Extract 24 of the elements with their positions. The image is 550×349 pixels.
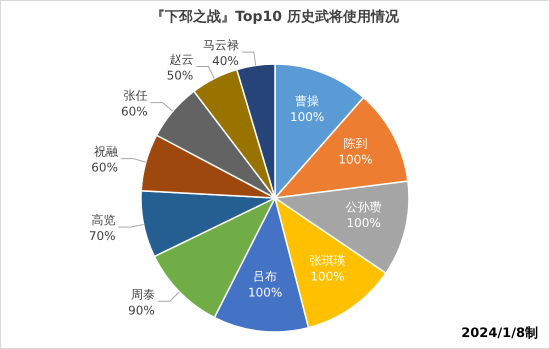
data-label: 100% (248, 286, 282, 300)
data-label: 90% (128, 303, 155, 318)
data-label: 60% (120, 104, 148, 119)
slice-label: 马云禄 (202, 38, 239, 52)
chart-title: 『下邳之战』Top10 历史武将使用情况 (151, 8, 400, 25)
slice-label: 祝融 (94, 144, 118, 159)
slice-label: 陈到 (344, 136, 368, 150)
slice-label: 张任 (124, 88, 148, 103)
slice-label: 周泰 (130, 287, 155, 302)
text: 2024/1/8制 (461, 326, 538, 341)
data-label: 60% (91, 160, 118, 175)
slice-label: 高览 (92, 213, 116, 228)
data-label: 70% (88, 229, 116, 244)
data-label: 40% (212, 54, 239, 68)
slice-label: 公孙瓒 (346, 200, 382, 214)
data-label: 100% (346, 216, 381, 230)
data-label: 100% (290, 110, 324, 124)
slice-label: 曹操 (295, 94, 320, 108)
slice-label: 张琪瑛 (309, 253, 346, 268)
data-label: 100% (310, 269, 345, 284)
slice-label: 赵云 (169, 52, 194, 67)
slice-label: 吕布 (253, 270, 278, 284)
data-label: 50% (166, 68, 194, 83)
data-label: 100% (338, 152, 373, 166)
